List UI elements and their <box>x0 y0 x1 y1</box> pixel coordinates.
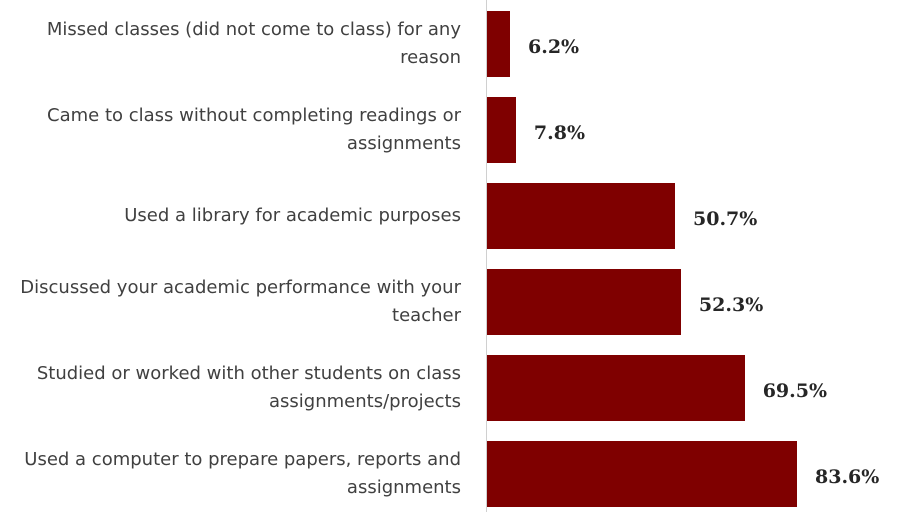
value-label: 83.6% <box>815 466 880 488</box>
category-label: Used a library for academic purposes <box>0 173 461 259</box>
category-text: Discussed your academic performance with… <box>20 277 461 326</box>
category-axis <box>486 0 487 512</box>
bar <box>487 97 516 163</box>
bar <box>487 183 675 249</box>
category-text: Missed classes (did not come to class) f… <box>46 19 461 68</box>
value-label: 52.3% <box>698 294 764 316</box>
bar <box>487 355 745 421</box>
category-label: Discussed your academic performance with… <box>0 259 461 345</box>
bar <box>487 11 510 77</box>
category-label: Studied or worked with other students on… <box>0 345 461 431</box>
category-label: Used a computer to prepare papers, repor… <box>0 431 461 512</box>
category-text: Used a library for academic purposes <box>124 205 461 226</box>
category-label: Missed classes (did not come to class) f… <box>0 1 461 87</box>
value-label: 7.8% <box>533 122 586 144</box>
category-text: Came to class without completing reading… <box>47 105 461 154</box>
category-label: Came to class without completing reading… <box>0 87 461 173</box>
value-label: 50.7% <box>693 208 758 230</box>
value-label: 6.2% <box>527 36 580 58</box>
category-text: Used a computer to prepare papers, repor… <box>24 449 461 498</box>
value-label: 69.5% <box>762 380 828 402</box>
bar <box>487 441 797 507</box>
bar <box>487 269 681 335</box>
category-text: Studied or worked with other students on… <box>36 363 461 412</box>
